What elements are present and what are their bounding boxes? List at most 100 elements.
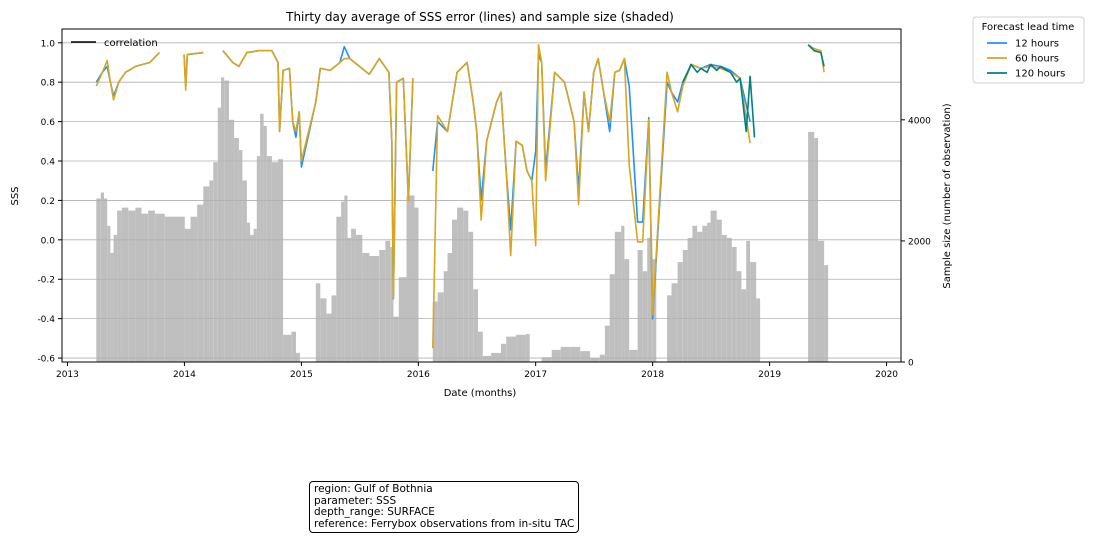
sample-size-bar <box>295 352 300 362</box>
outer-legend-title: Forecast lead time <box>982 22 1075 33</box>
sample-size-bar <box>197 204 204 362</box>
sample-size-bar <box>229 119 235 362</box>
sample-size-bar <box>702 225 708 362</box>
sample-size-bar <box>452 219 458 362</box>
sample-size-bar <box>637 250 643 362</box>
sample-size-bar <box>756 298 761 362</box>
y-tick-label: 1.0 <box>41 39 56 49</box>
y-tick-label: -0.4 <box>37 315 55 325</box>
inner-legend-label: correlation <box>104 38 158 49</box>
x-tick-label: 2020 <box>875 370 898 380</box>
x-tick-label: 2015 <box>290 370 313 380</box>
sample-size-bar <box>414 207 419 362</box>
sample-size-bar <box>746 240 750 362</box>
sample-size-bar <box>362 253 370 362</box>
sample-size-bar <box>283 334 292 362</box>
sample-size-bar <box>110 253 114 362</box>
sample-size-bar <box>256 156 260 362</box>
sample-size-bar <box>263 125 267 363</box>
sample-size-bar <box>390 247 394 362</box>
sample-size-bar <box>750 262 757 362</box>
sample-size-bar <box>604 325 610 362</box>
sample-size-bar <box>190 216 198 362</box>
sample-size-bar <box>731 247 737 362</box>
info-box: region: Gulf of Bothnia parameter: SSS d… <box>309 481 580 533</box>
sample-size-bar <box>121 207 129 362</box>
sample-size-bar <box>671 283 678 362</box>
info-parameter: parameter: SSS <box>314 494 397 507</box>
sample-size-bar <box>250 234 254 362</box>
sample-size-bar <box>113 234 118 362</box>
sample-size-bar <box>253 228 257 362</box>
x-tick-label: 2013 <box>56 370 79 380</box>
sample-size-bar <box>478 331 483 362</box>
sample-size-bar <box>468 231 474 362</box>
axes: 2013 2014 2015 2016 2017 2018 2019 2020 -0.6 -0.4… <box>37 39 931 380</box>
inner-legend: correlation <box>71 38 158 49</box>
sample-size-bar <box>291 331 296 362</box>
series-line-60-hours <box>95 44 825 349</box>
sample-size-bar <box>463 210 469 362</box>
sample-size-bar <box>117 210 122 362</box>
sample-size-bar <box>184 228 191 362</box>
sample-size-bar <box>347 237 351 362</box>
sample-size-bar <box>614 231 622 362</box>
series-line-120-hours <box>682 44 825 138</box>
info-reference: reference: Ferrybox observations from in… <box>314 517 575 530</box>
sample-size-bar <box>100 192 104 362</box>
y-tick-label: 0.8 <box>41 79 56 89</box>
sample-size-bar <box>482 355 492 362</box>
sample-size-bar <box>609 274 615 362</box>
sample-size-bar <box>443 271 448 362</box>
y-tick-label: 0.2 <box>41 197 55 207</box>
sample-size-bar <box>590 358 600 362</box>
sample-size-bar <box>104 198 108 362</box>
sample-size-bar <box>107 225 111 362</box>
sample-size-bar <box>642 271 648 362</box>
sample-size-bar <box>221 77 225 363</box>
sample-size-bar <box>818 240 825 362</box>
sample-size-bar <box>580 351 591 362</box>
outer-legend: Forecast lead time 12 hours 60 hours 120 h… <box>972 16 1085 84</box>
sample-size-bar <box>457 207 464 362</box>
sample-size-bar <box>238 150 243 362</box>
sample-size-bar <box>808 131 815 362</box>
y-tick-label: 0.4 <box>41 158 56 168</box>
outer-legend-label: 60 hours <box>1015 54 1059 65</box>
x-tick-label: 2014 <box>173 370 196 380</box>
x-tick-label: 2016 <box>407 370 430 380</box>
y2-tick-label: 4000 <box>908 116 931 126</box>
y2-tick-label: 0 <box>908 359 914 369</box>
sample-size-bar <box>341 201 345 362</box>
sample-size-bar <box>174 216 184 362</box>
sample-size-bar <box>716 219 722 362</box>
sample-size-bar <box>736 271 742 362</box>
sample-size-bar <box>351 228 356 362</box>
y-axis-label: SSS <box>10 186 21 205</box>
sample-size-bar <box>128 210 136 362</box>
sample-size-bar <box>629 349 638 362</box>
plot-frame <box>61 28 902 363</box>
y2-axis-label: Sample size (number of observation) <box>942 103 953 288</box>
sample-size-bar <box>506 336 517 362</box>
sample-size-bar <box>726 237 732 362</box>
sample-size-bar <box>447 253 452 362</box>
sample-size-bar <box>667 295 672 362</box>
sample-size-bar <box>315 283 321 362</box>
sample-size-bar <box>355 234 363 362</box>
sample-size-bar <box>336 216 342 362</box>
chart-title: Thirty day average of SSS error (lines) … <box>285 10 674 24</box>
sample-size-bar <box>710 210 717 362</box>
y-tick-label: 0.0 <box>41 236 56 246</box>
sample-size-bar <box>385 240 391 362</box>
sample-size-bar <box>246 222 251 362</box>
y-tick-label: -0.2 <box>37 276 55 286</box>
sample-size-bar <box>473 289 478 362</box>
sample-size-bar <box>406 195 415 362</box>
sample-size-bar <box>183 216 185 362</box>
sample-size-bar <box>692 225 698 362</box>
sample-size-bar <box>647 237 653 362</box>
sample-size-bar <box>217 107 221 362</box>
sample-size-bar <box>624 259 630 362</box>
